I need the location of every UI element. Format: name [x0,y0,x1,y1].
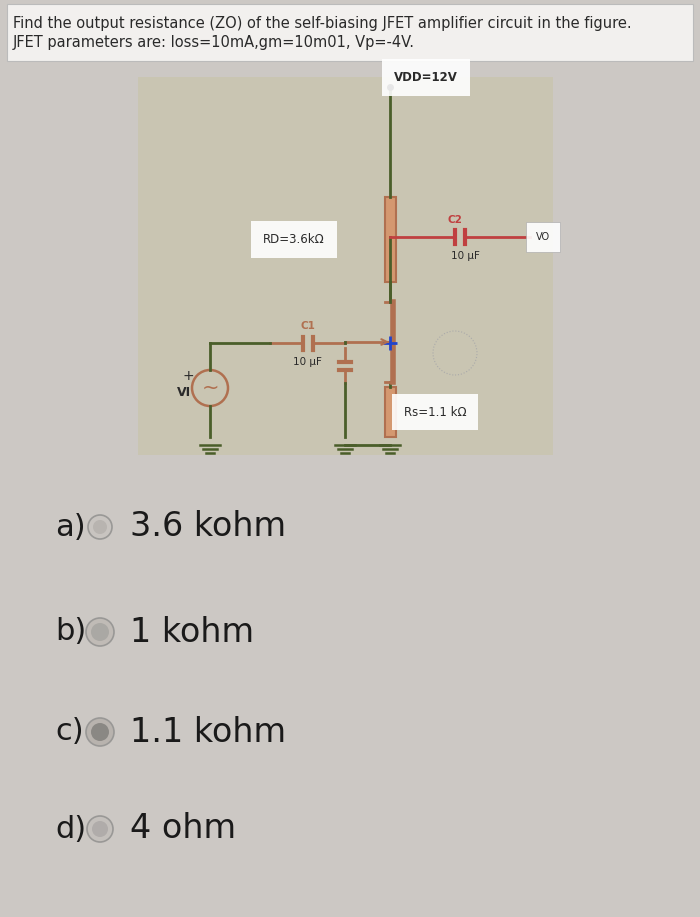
Circle shape [93,520,107,534]
Text: JFET parameters are: loss=10mA,gm=10m01, Vp=-4V.: JFET parameters are: loss=10mA,gm=10m01,… [13,35,415,50]
Text: 4 ohm: 4 ohm [130,812,236,845]
Text: Find the output resistance (ZO) of the self-biasing JFET amplifier circuit in th: Find the output resistance (ZO) of the s… [13,16,631,31]
FancyBboxPatch shape [7,4,693,61]
Text: 10 μF: 10 μF [451,251,480,261]
Circle shape [86,618,114,646]
Text: 3.6 kohm: 3.6 kohm [130,511,286,544]
Circle shape [91,723,109,741]
Circle shape [192,370,228,406]
Text: b): b) [55,617,86,646]
Bar [384,387,395,437]
Text: RD=3.6kΩ: RD=3.6kΩ [263,233,325,246]
Text: ~: ~ [202,378,218,398]
Circle shape [91,623,109,641]
Text: 10 μF: 10 μF [293,357,322,367]
Bar [138,77,553,455]
Text: VO: VO [536,232,550,242]
Circle shape [87,816,113,842]
Text: C1: C1 [300,321,315,331]
Text: 1 kohm: 1 kohm [130,615,254,648]
Text: d): d) [55,814,86,844]
Text: 1.1 kohm: 1.1 kohm [130,715,286,748]
Text: C2: C2 [447,215,463,225]
Text: Rs=1.1 kΩ: Rs=1.1 kΩ [404,405,467,418]
Circle shape [88,515,112,539]
Circle shape [92,821,108,837]
Text: VDD=12V: VDD=12V [394,71,458,84]
Text: VI: VI [177,386,191,400]
Circle shape [86,718,114,746]
Text: a): a) [55,513,85,542]
Text: c): c) [55,717,83,746]
Text: +: + [182,369,194,383]
Bar [384,197,395,282]
